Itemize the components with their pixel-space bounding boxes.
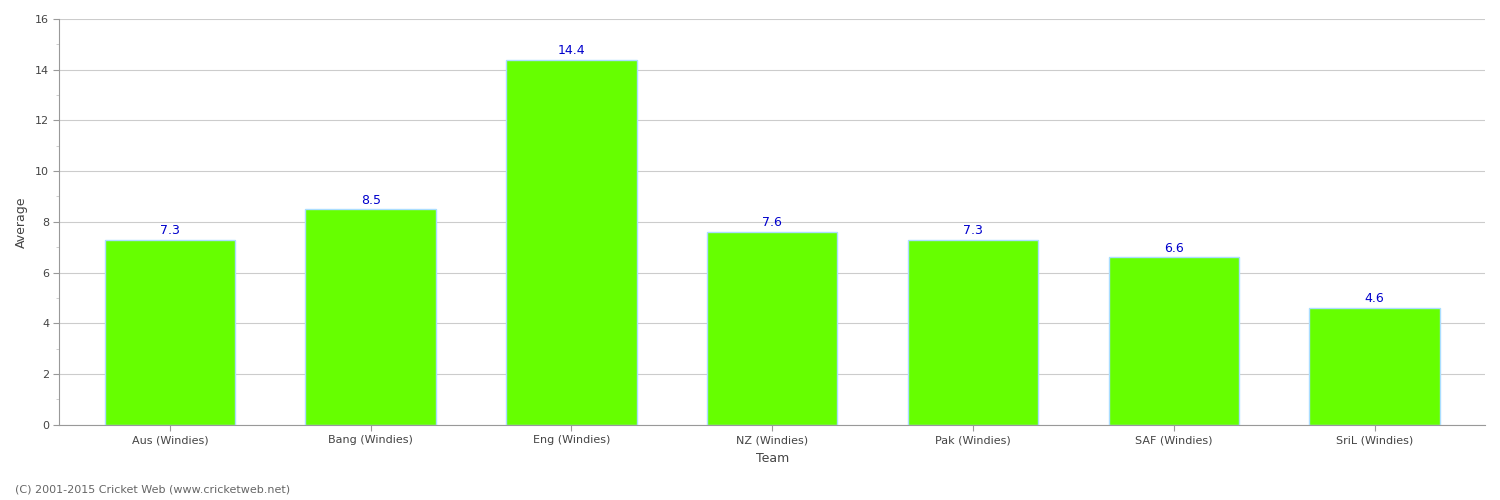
X-axis label: Team: Team xyxy=(756,452,789,465)
Text: 4.6: 4.6 xyxy=(1365,292,1384,306)
Text: 8.5: 8.5 xyxy=(360,194,381,206)
Y-axis label: Average: Average xyxy=(15,196,28,248)
Bar xyxy=(105,240,236,424)
Bar xyxy=(908,240,1038,424)
Text: 7.3: 7.3 xyxy=(963,224,982,237)
Text: 7.3: 7.3 xyxy=(160,224,180,237)
Text: 7.6: 7.6 xyxy=(762,216,782,230)
Bar xyxy=(306,209,436,424)
Text: 6.6: 6.6 xyxy=(1164,242,1184,255)
Text: 14.4: 14.4 xyxy=(558,44,585,57)
Text: (C) 2001-2015 Cricket Web (www.cricketweb.net): (C) 2001-2015 Cricket Web (www.cricketwe… xyxy=(15,485,290,495)
Bar xyxy=(1310,308,1440,424)
Bar xyxy=(506,60,636,424)
Bar xyxy=(1108,258,1239,424)
Bar xyxy=(706,232,837,424)
